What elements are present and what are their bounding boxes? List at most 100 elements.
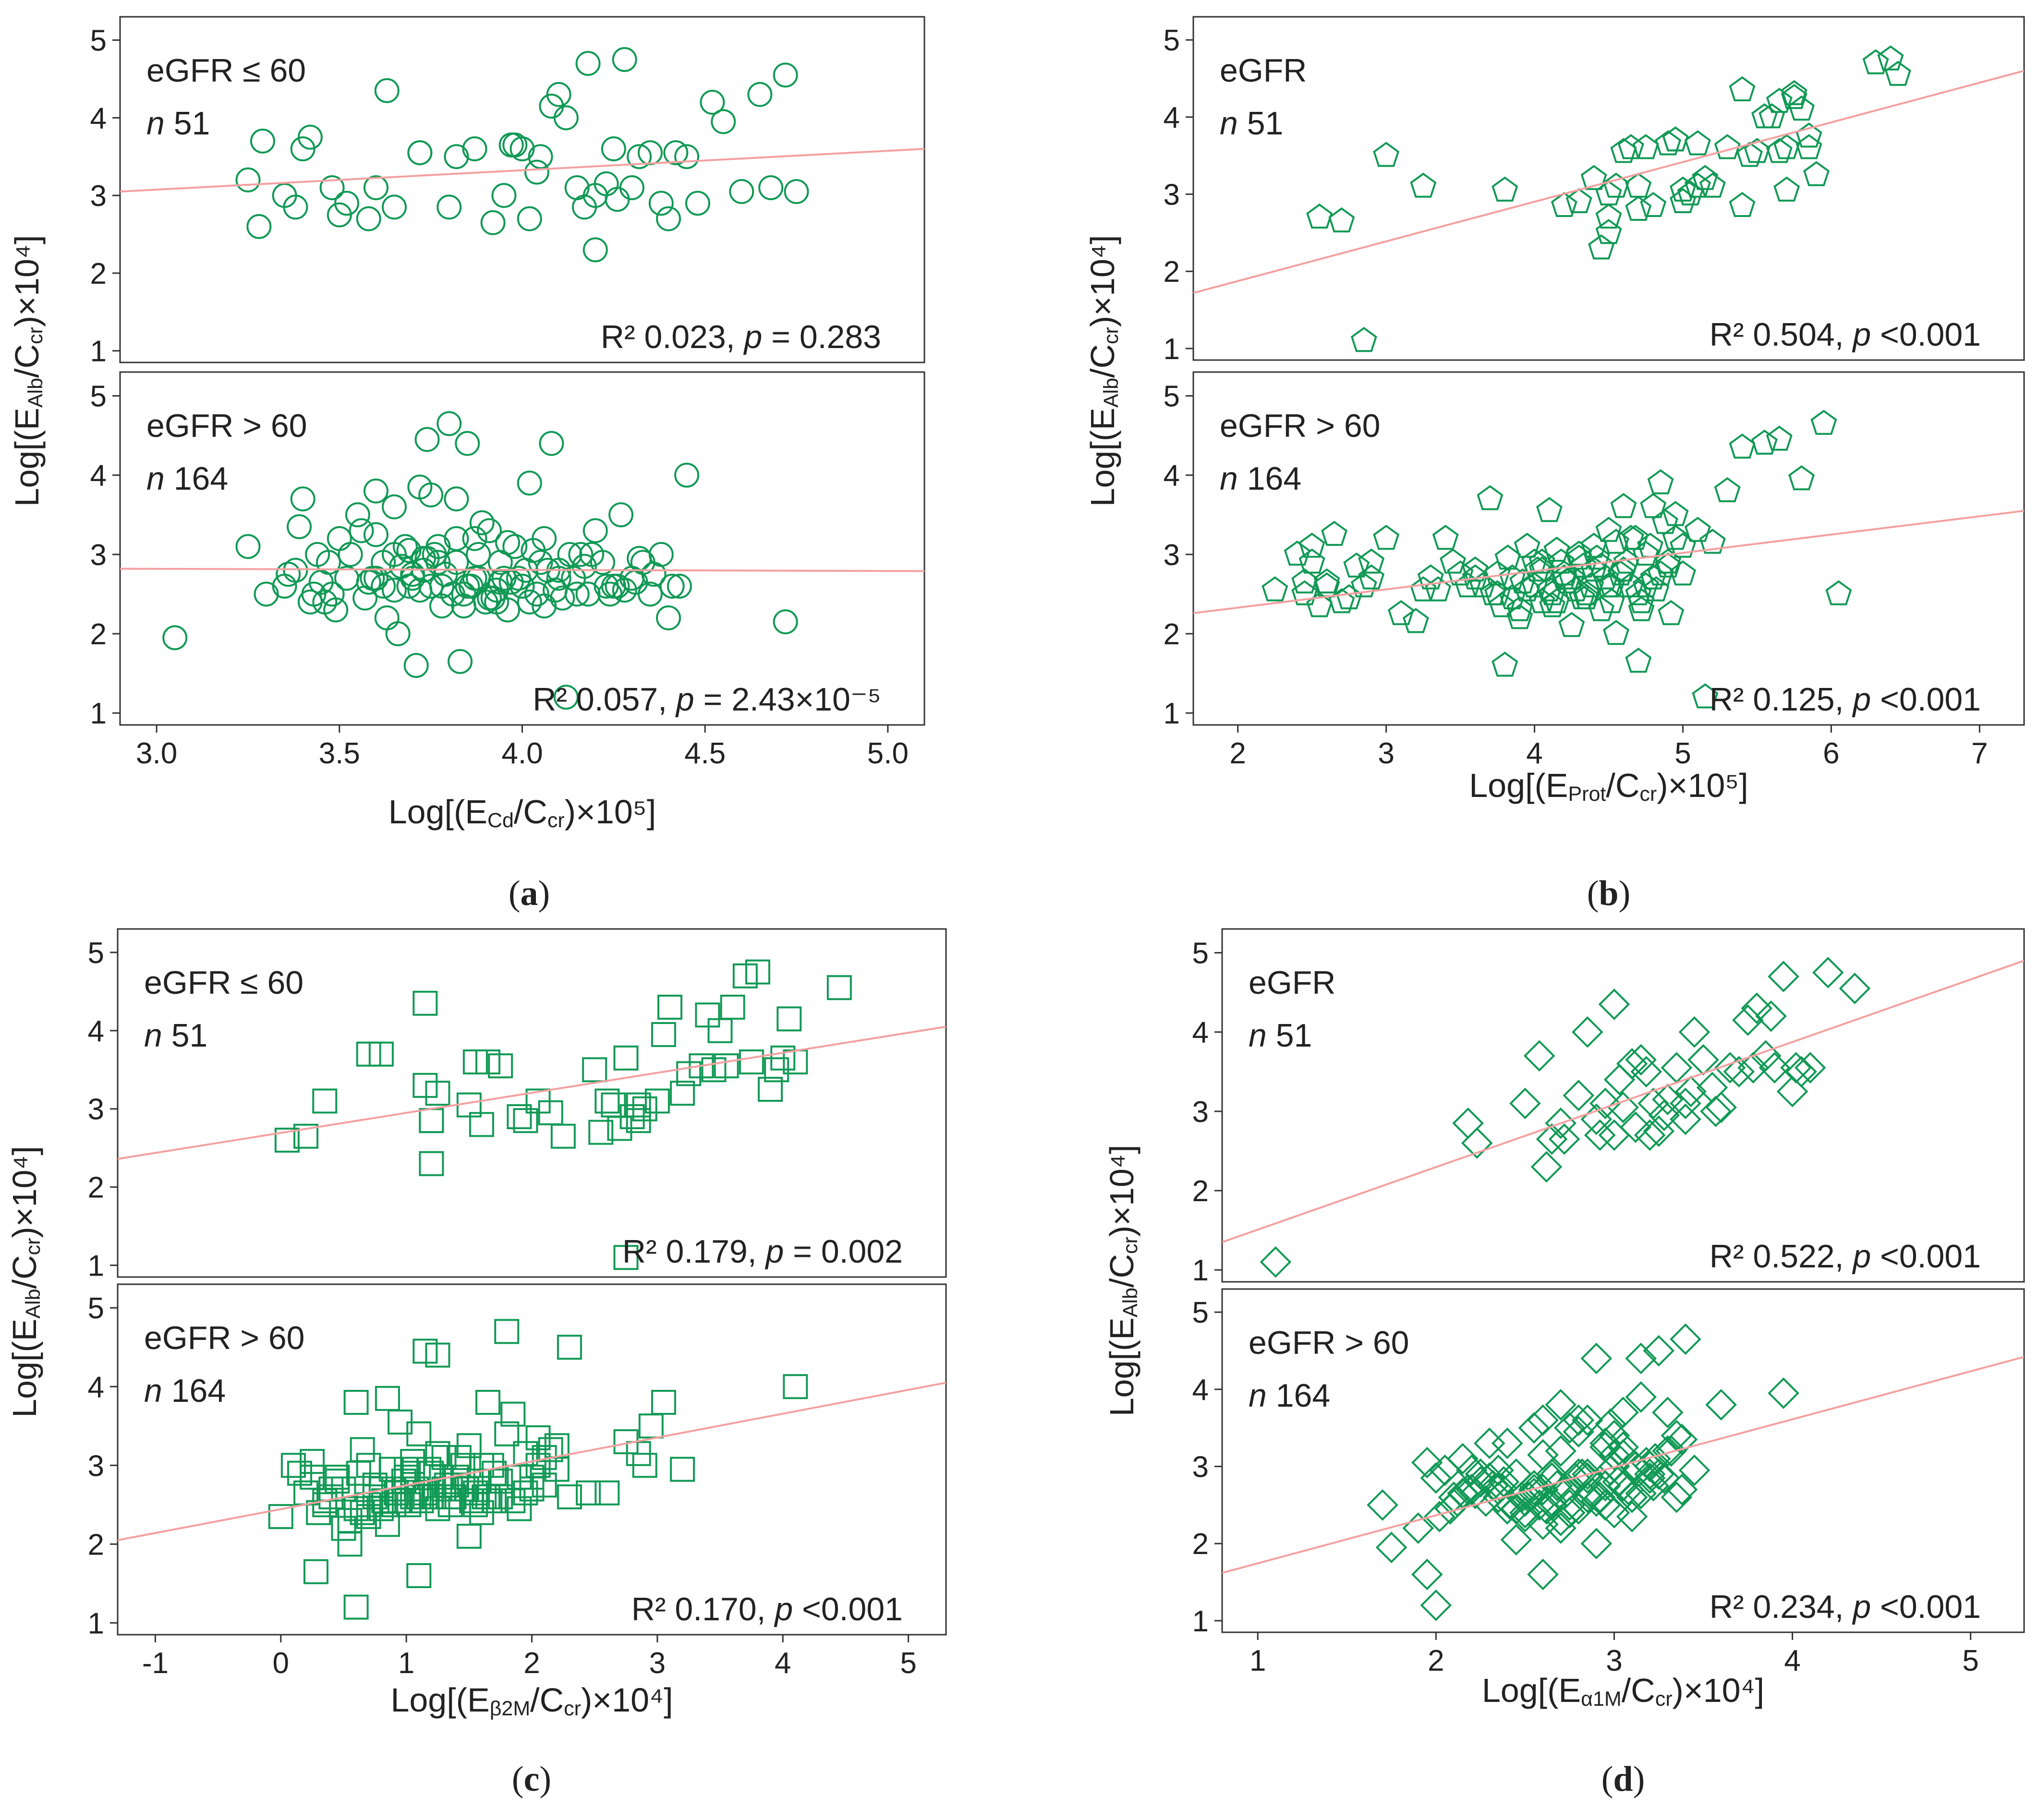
label-segment: )×10⁴] [6,1146,43,1238]
data-point [1634,1450,1666,1483]
group-label: eGFR > 60 [144,1320,305,1356]
plot-frame [117,1283,947,1636]
subplot-b-2: 1 2 3 4 5 eGFR > 60 n 164 R² 0.125, p <0.001 [1164,371,2025,730]
data-point [553,685,579,710]
label-segment: /C [1084,344,1121,378]
data-point [1617,134,1644,159]
data-point [674,462,700,488]
data-point [1794,1052,1826,1084]
data-point [1509,1087,1541,1120]
data-point [444,1472,469,1498]
data-point [1699,529,1726,554]
data-point [375,1512,400,1537]
data-point [1613,1473,1644,1506]
data-point [608,502,634,528]
data-point [695,1002,720,1028]
data-point [1625,1477,1657,1509]
data-point [1462,556,1489,582]
data-point [538,1437,563,1462]
data-point [1558,612,1585,637]
data-point [1625,1381,1657,1413]
data-point [450,1476,475,1502]
data-point [1705,1091,1737,1123]
panel-caption: (d) [1601,1760,1645,1799]
data-point [1492,651,1518,677]
y-tick-label: 2 [1192,1175,1209,1208]
p-value: = 0.283 [771,319,881,355]
data-point [659,573,685,599]
data-point [363,478,388,504]
data-point [419,1151,444,1176]
caption-letter: a [521,874,538,913]
fit-line [120,567,924,572]
data-point [613,1045,639,1071]
y-tick-label: 2 [1164,618,1180,651]
y-tick-label: 3 [1192,1096,1209,1129]
data-point [1737,1052,1769,1084]
data-point [1358,564,1385,590]
data-point [1877,45,1904,71]
data-point [1417,564,1444,590]
data-point [1647,560,1674,586]
caption-paren: ( [1601,1760,1613,1799]
data-point [1545,1512,1577,1544]
data-point [1643,1458,1675,1490]
data-point [1492,176,1518,202]
data-point [729,179,754,205]
data-point [494,1421,520,1446]
label-segment: )×10⁴] [1673,1672,1765,1709]
data-point [1530,1151,1563,1183]
data-point [711,109,736,134]
data-point [739,1049,764,1074]
data-point [1634,1119,1666,1151]
data-point [1410,172,1437,198]
data-point [1528,588,1555,614]
data-point [1571,1404,1603,1436]
y-tick-label: 4 [1192,1016,1209,1049]
data-point [1628,588,1655,614]
data-point [1509,1497,1541,1529]
caption-paren: ( [1587,874,1599,913]
data-point [1655,130,1682,156]
data-point [626,1092,651,1118]
data-point [1768,1377,1799,1409]
data-point [651,1022,676,1047]
data-point [406,1484,432,1509]
data-point [644,1088,670,1114]
y-tick-label: 4 [88,1371,104,1404]
y-tick-label: 3 [1164,179,1180,212]
data-point [656,206,681,231]
x-tick-label: 4 [1526,737,1542,770]
label-segment: )×10⁵] [1657,767,1748,804]
data-point [1625,1044,1657,1076]
data-point [1548,1123,1580,1155]
x-tick-label: 5 [1674,737,1691,770]
data-point [382,542,407,567]
data-point [1640,493,1667,518]
data-point [409,1488,434,1514]
data-point [462,1049,488,1074]
panel-caption: (a) [509,874,550,913]
data-point [462,136,487,162]
data-point [689,1053,714,1079]
data-point [1788,95,1815,121]
data-point [1536,497,1563,522]
data-point [544,1457,570,1482]
r-squared: R² 0.125, [1710,681,1853,718]
p-value: <0.001 [1880,681,1981,718]
subplot-a-2: 1 2 3 4 5 eGFR > 60 n 164 R² 0.057, p = 2.43×10… [90,371,925,730]
data-point [1473,1427,1505,1459]
data-point [319,175,345,200]
data-point [1795,134,1822,159]
data-point [1595,219,1622,244]
data-point [627,144,652,169]
data-point [382,578,407,603]
data-point [1536,1123,1568,1155]
fit-line [118,1382,946,1542]
data-point [1367,1489,1398,1521]
fit-line [120,148,924,193]
y-axis-label: Log[(EAlb/Ccr)×10⁴] [6,1146,45,1418]
data-point [356,206,381,231]
data-point [444,486,469,512]
data-point [488,1469,513,1494]
